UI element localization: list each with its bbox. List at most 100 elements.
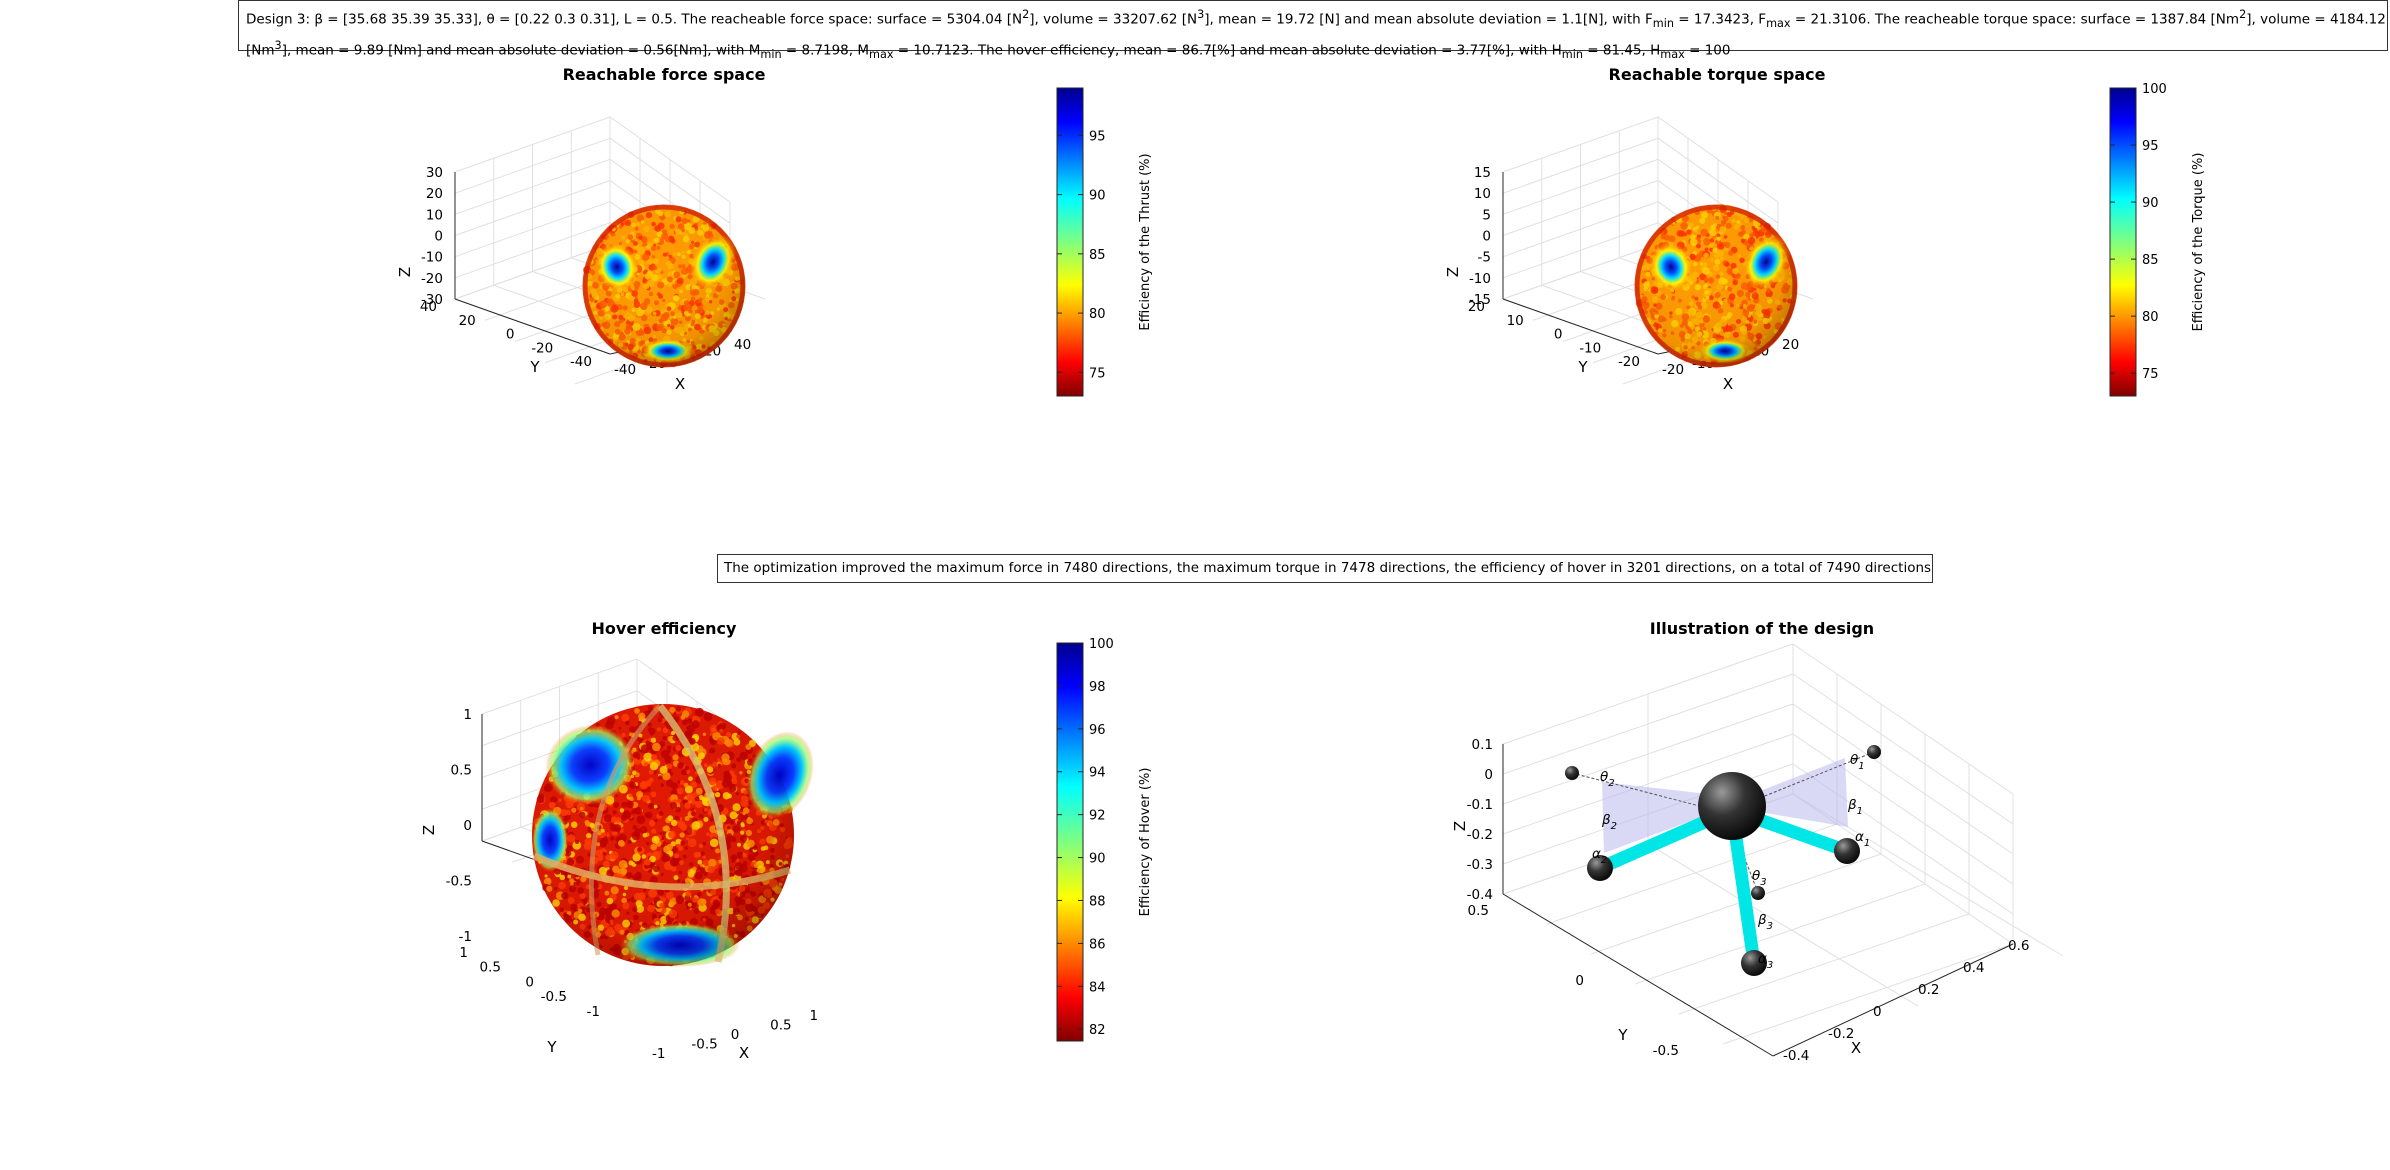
y-tick-label: 0.5 — [480, 960, 501, 976]
z-tick-label: -0.4 — [1467, 887, 1493, 903]
optimization-summary-text: The optimization improved the maximum fo… — [724, 560, 1932, 576]
z-tick-label: 10 — [426, 207, 443, 223]
z-axis-label: Z — [396, 267, 414, 277]
x-tick-label: -0.5 — [691, 1037, 717, 1053]
central-body — [1698, 772, 1766, 840]
colorbar-tick-label: 75 — [1089, 366, 1106, 381]
reference-point — [1867, 745, 1881, 759]
design-summary-line-1: Design 3: β = [35.68 35.39 35.33], θ = [… — [246, 8, 2386, 31]
x-axis-label: X — [1851, 1039, 1861, 1057]
y-tick-label: -0.5 — [541, 989, 567, 1005]
arm-angle-label: θ2 — [1600, 769, 1615, 789]
z-tick-label: -15 — [1469, 292, 1491, 308]
x-tick-label: 40 — [734, 337, 751, 353]
y-tick-label: 20 — [459, 313, 476, 329]
z-tick-label: 0 — [1482, 229, 1491, 245]
colorbar-gradient — [1056, 87, 1084, 397]
x-tick-label: 0.6 — [2008, 938, 2029, 954]
colorbar-tick-label: 90 — [1089, 189, 1106, 204]
z-tick-label: 5 — [1482, 207, 1491, 223]
reference-point — [1751, 886, 1765, 900]
colorbar-tick-label: 75 — [2142, 367, 2159, 382]
colorbar-tick-label: 100 — [2142, 82, 2167, 97]
z-axis-label: Z — [420, 825, 438, 835]
chart-title: Hover efficiency — [592, 619, 738, 638]
y-tick-label: -20 — [1618, 354, 1640, 370]
chart-panel-1: Reachable force space 30 20 10 0 -10 -20 -30 Z 40… — [396, 65, 1153, 397]
grid-line — [454, 243, 611, 300]
y-axis-label: Y — [529, 358, 540, 376]
reachable-space-surface — [1634, 203, 1798, 368]
z-tick-label: 20 — [426, 186, 443, 202]
colorbar-tick-label: 82 — [1089, 1023, 1106, 1038]
colorbar-tick-label: 88 — [1089, 894, 1106, 909]
design-summary-box: Design 3: β = [35.68 35.39 35.33], θ = [… — [238, 0, 2388, 61]
colorbar-tick-label: 92 — [1089, 809, 1106, 824]
arm-angle-label: β2 — [1601, 812, 1617, 832]
z-tick-label: -0.2 — [1467, 827, 1493, 843]
design-axes — [1502, 643, 2064, 1057]
z-tick-label: -0.5 — [446, 874, 472, 890]
y-tick-label: 10 — [1507, 313, 1524, 329]
arm-angle-label: α3 — [1758, 951, 1773, 971]
x-axis-line — [1772, 943, 2014, 1057]
z-tick-label: -30 — [421, 292, 443, 308]
y-tick-label: -1 — [587, 1004, 600, 1020]
rotor-ball — [1741, 950, 1767, 976]
arm-angle-label: α1 — [1855, 829, 1870, 849]
colorbar-label: Efficiency of the Thrust (%) — [1138, 153, 1153, 330]
hover-efficiency-sphere — [532, 703, 814, 967]
grid-line — [1792, 643, 2014, 795]
colorbar-tick-label: 90 — [2142, 196, 2159, 211]
colorbar-tick-label: 86 — [1089, 937, 1106, 952]
y-axis-line — [1502, 298, 1659, 355]
arm-angle-label: α2 — [1592, 846, 1607, 866]
y-tick-label: -0.5 — [1653, 1043, 1679, 1059]
y-tick-label: 1 — [459, 945, 468, 961]
z-tick-label: 15 — [1474, 165, 1491, 181]
y-axis-line — [454, 298, 611, 355]
colorbar-tick-label: 80 — [1089, 307, 1106, 322]
grid-line — [1722, 943, 2014, 1045]
arm-angle-label: θ3 — [1752, 868, 1767, 888]
chart-panel-4: Illustration of the design 0.1 0 -0.1 -0.2 -0… — [1451, 619, 2064, 1064]
y-tick-label: 20 — [1468, 299, 1485, 315]
chart-title: Reachable torque space — [1609, 65, 1826, 84]
colorbar-tick-label: 98 — [1089, 680, 1106, 695]
colorbar: 100 98 96 94 92 90 88 86 84 82 Efficiency of Hover… — [1056, 637, 1153, 1042]
colorbar-tick-label: 94 — [1089, 766, 1106, 781]
chart-panel-3: Hover efficiency 1 0.5 0 -0.5 -1 Z 1 0.5 0 -0.5 -1 Y… — [420, 619, 1153, 1062]
colorbar-tick-label: 95 — [1089, 129, 1106, 144]
surface-shading — [532, 704, 794, 966]
reachable-space-surface — [582, 204, 746, 368]
colorbar-gradient — [1056, 642, 1084, 1042]
arm-angle-label: θ1 — [1850, 752, 1865, 772]
y-tick-label: -20 — [531, 340, 553, 356]
y-tick-label: 0 — [506, 327, 515, 343]
z-tick-label: -0.3 — [1467, 857, 1493, 873]
arm-angle-label: β3 — [1757, 912, 1773, 932]
z-tick-label: 1 — [463, 707, 472, 723]
x-axis-label: X — [675, 375, 685, 393]
chart-title: Reachable force space — [563, 65, 766, 84]
plane-arm-2 — [1602, 782, 1717, 853]
y-tick-label: 40 — [420, 299, 437, 315]
grid-line — [1634, 883, 1926, 985]
z-tick-label: 0 — [463, 818, 472, 834]
x-axis-label: X — [739, 1044, 749, 1062]
y-tick-label: -40 — [570, 354, 592, 370]
x-axis-label: X — [1723, 375, 1733, 393]
x-tick-label: -1 — [652, 1046, 665, 1062]
colorbar-label: Efficiency of the Torque (%) — [2191, 153, 2206, 332]
colorbar-tick-label: 90 — [1089, 852, 1106, 867]
optimization-summary-box: The optimization improved the maximum fo… — [717, 554, 1933, 583]
grid-line — [1502, 243, 1659, 300]
colorbar-tick-label: 96 — [1089, 723, 1106, 738]
x-tick-label: 1 — [810, 1008, 819, 1024]
grid-line — [1647, 843, 1919, 1007]
y-axis-label: Y — [1577, 358, 1588, 376]
y-axis-label: Y — [546, 1038, 557, 1056]
chart-panel-2: Reachable torque space 15 10 5 0 -5 -10 -15 Z 20 1… — [1444, 65, 2206, 397]
rotor-ball — [1587, 855, 1613, 881]
